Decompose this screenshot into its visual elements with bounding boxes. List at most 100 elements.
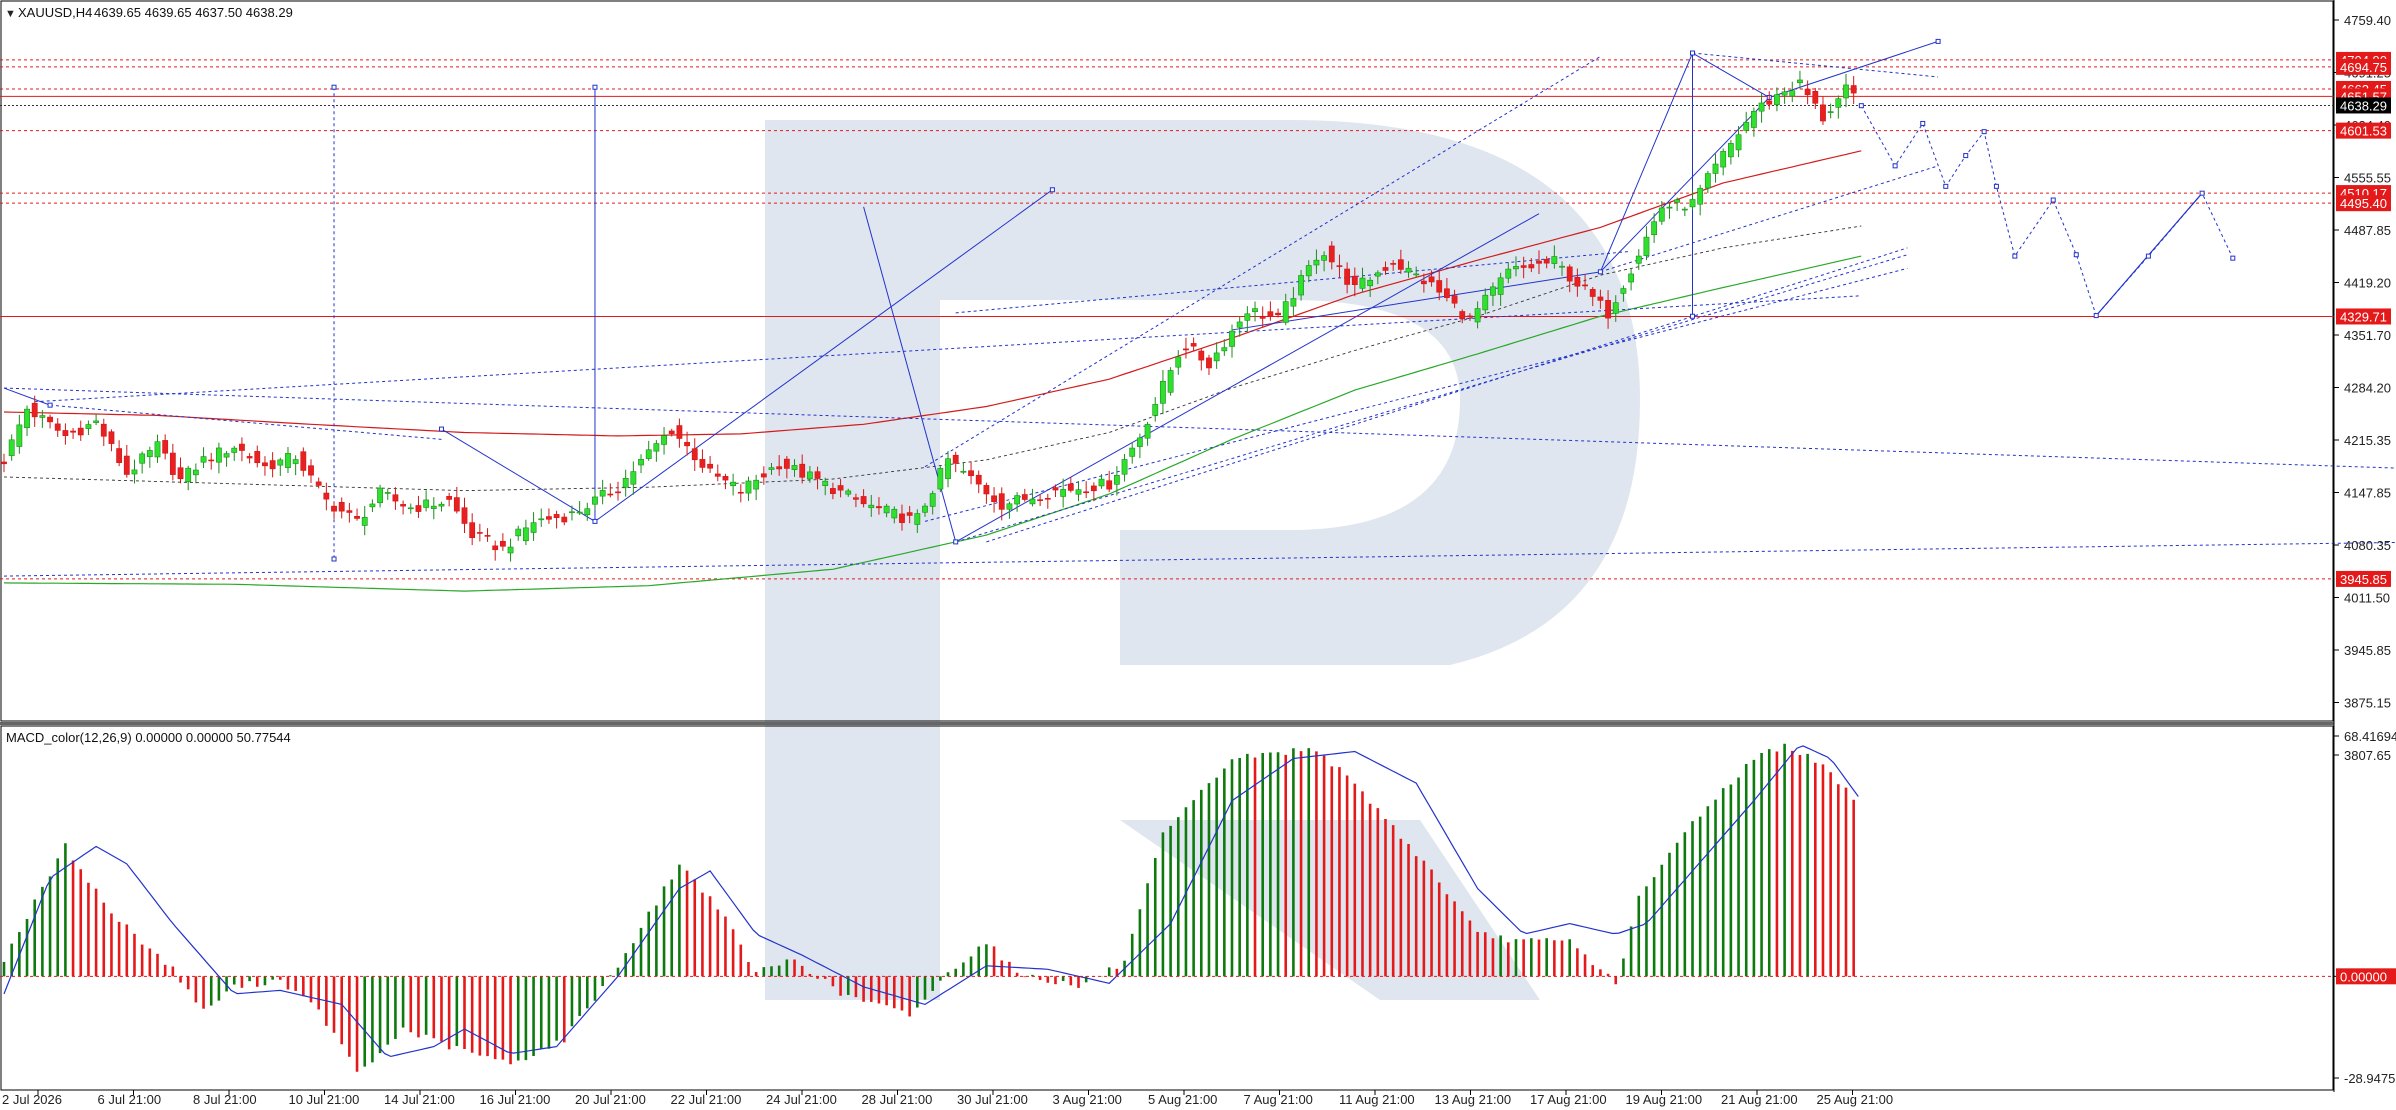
bearish-candle [1436, 271, 1443, 301]
forecast-point[interactable] [2145, 253, 2151, 259]
bearish-candle [484, 528, 491, 542]
candle-body [1190, 343, 1197, 347]
bullish-candle [1712, 153, 1719, 183]
candle-body [1259, 316, 1266, 319]
bearish-candle [1198, 348, 1205, 371]
candle-body [1137, 437, 1143, 447]
candle-body [292, 459, 299, 464]
bullish-candle [1835, 95, 1842, 119]
forecast-point[interactable] [1943, 183, 1949, 189]
anchor-point[interactable] [1690, 313, 1695, 319]
anchor-point[interactable] [1049, 187, 1055, 193]
forecast-point[interactable] [1963, 153, 1969, 159]
bearish-candle [876, 497, 882, 515]
anchor-point[interactable] [1597, 269, 1603, 275]
forecast-point[interactable] [2230, 255, 2236, 261]
bullish-candle [645, 440, 652, 461]
candle-body [1436, 280, 1443, 293]
candle-body [1014, 495, 1020, 505]
bullish-candle [1313, 249, 1320, 274]
candle-body [891, 508, 898, 519]
anchor-point[interactable] [1935, 38, 1941, 44]
collapse-arrow-icon[interactable]: ▼ [5, 8, 16, 20]
candle-body [814, 471, 821, 479]
candle-body [492, 545, 499, 551]
main-pane-frame [0, 0, 2334, 722]
bullish-candle [960, 461, 967, 475]
bullish-candle [791, 459, 798, 477]
bearish-candle [123, 444, 130, 478]
candle-body [937, 468, 944, 490]
candle-body [1444, 288, 1450, 298]
bearish-candle [1267, 301, 1274, 321]
bullish-candle [1098, 474, 1105, 489]
candle-body [308, 465, 314, 476]
bullish-candle [1635, 249, 1642, 270]
forecast-point[interactable] [2050, 197, 2056, 203]
bullish-candle [845, 488, 852, 497]
forecast-point[interactable] [2199, 190, 2205, 196]
bearish-candle [975, 470, 982, 494]
macd-label: MACD_color(12,26,9) 0.00000 0.00000 50.7… [6, 730, 291, 745]
forecast-point[interactable] [1892, 163, 1898, 169]
candle-body [638, 459, 644, 466]
anchor-point[interactable] [953, 539, 959, 545]
candle-body [361, 517, 368, 526]
bearish-candle [615, 481, 621, 501]
anchor-point[interactable] [438, 426, 444, 432]
candle-body [438, 503, 445, 507]
time-tick-label: 5 Aug 21:00 [1148, 1092, 1217, 1107]
candle-body [1282, 301, 1289, 323]
anchor-point[interactable] [47, 402, 53, 408]
forecast-point[interactable] [2073, 252, 2079, 258]
candle-body [876, 506, 882, 509]
anchor-point[interactable] [1690, 50, 1695, 56]
bullish-candle [16, 414, 23, 454]
bearish-candle [1605, 290, 1611, 329]
candle-body [1666, 206, 1673, 209]
candle-body [607, 493, 614, 496]
bearish-candle [162, 434, 169, 460]
bearish-candle [1597, 289, 1604, 309]
price-axis: 4759.404691.254624.404555.554487.854419.… [2333, 0, 2391, 1092]
candle-body [1006, 503, 1013, 510]
candle-body [791, 465, 798, 470]
anchor-point[interactable] [331, 84, 337, 90]
time-tick-label: 30 Jul 21:00 [957, 1092, 1028, 1107]
candle-body [1075, 489, 1082, 495]
bullish-candle [1666, 202, 1673, 219]
anchor-point[interactable] [592, 84, 598, 90]
candle-body [837, 485, 844, 491]
anchor-point[interactable] [331, 556, 337, 562]
price-tick-label: 4011.50 [2344, 591, 2390, 606]
bearish-candle [1190, 337, 1197, 352]
bearish-candle [1397, 249, 1404, 274]
symbol-label: XAUUSD,H4 [18, 5, 92, 20]
candle-body [1528, 264, 1535, 269]
bullish-candle [1374, 270, 1381, 285]
forecast-point[interactable] [1993, 183, 1999, 189]
bearish-candle [300, 447, 307, 477]
candle-body [415, 505, 422, 512]
candle-body [499, 540, 506, 547]
bearish-candle [1052, 484, 1059, 498]
candle-body [1167, 370, 1174, 393]
candle-body [1428, 276, 1435, 283]
candle-body [1244, 313, 1251, 321]
time-tick-label: 14 Jul 21:00 [384, 1092, 455, 1107]
forecast-point[interactable] [1858, 103, 1864, 109]
forecast-point[interactable] [2012, 253, 2018, 259]
forecast-point[interactable] [1981, 129, 1987, 135]
time-tick-label: 16 Jul 21:00 [480, 1092, 551, 1107]
bullish-candle [584, 502, 591, 521]
price-level-tag [2336, 570, 2391, 587]
forecast-point[interactable] [2093, 313, 2099, 319]
price-tick-label: 4080.35 [2344, 538, 2391, 553]
candle-body [315, 481, 322, 486]
anchor-point[interactable] [592, 518, 598, 524]
candle-body [1658, 207, 1665, 222]
bullish-candle [630, 461, 637, 495]
candle-body [1374, 272, 1381, 277]
bearish-candle [991, 487, 997, 513]
forecast-point[interactable] [1920, 120, 1926, 126]
